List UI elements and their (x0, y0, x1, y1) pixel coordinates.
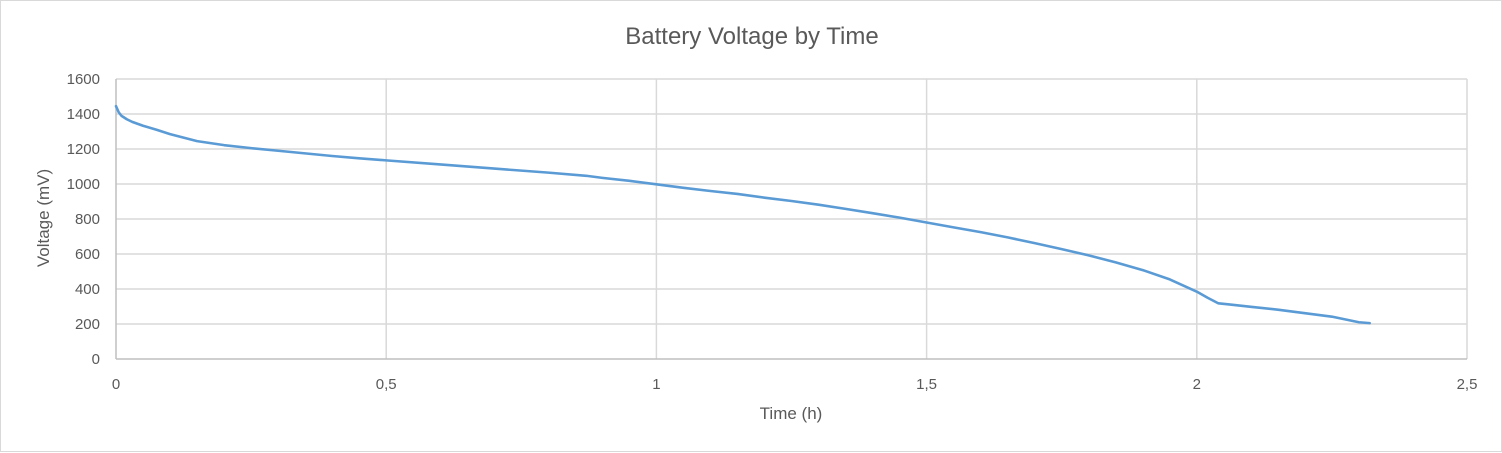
x-tick-label: 2 (1193, 376, 1201, 393)
gridlines (116, 78, 1468, 359)
y-tick-label: 0 (92, 351, 100, 368)
tick-labels: 0 200 400 600 800 1000 1200 1400 1600 0 0,5 1 1,5 2 2,… (67, 71, 1478, 393)
y-tick-label: 1600 (67, 71, 100, 88)
series-layer (114, 104, 1372, 325)
y-tick-label: 800 (75, 211, 100, 228)
voltage-series-line (114, 104, 1372, 325)
x-tick-label: 1 (652, 376, 660, 393)
x-tick-label: 0 (112, 376, 120, 393)
y-tick-label: 600 (75, 246, 100, 263)
y-tick-label: 1400 (67, 106, 100, 123)
chart-title: Battery Voltage by Time (625, 23, 878, 50)
y-tick-label: 1200 (67, 141, 100, 158)
x-tick-label: 1,5 (916, 376, 937, 393)
y-axis-title: Voltage (mV) (34, 169, 53, 267)
x-tick-label: 2,5 (1457, 376, 1478, 393)
y-tick-label: 400 (75, 281, 100, 298)
y-tick-label: 200 (75, 316, 100, 333)
x-axis-title: Time (h) (760, 404, 823, 423)
y-tick-label: 1000 (67, 176, 100, 193)
x-tick-label: 0,5 (376, 376, 397, 393)
axes (115, 79, 1467, 360)
